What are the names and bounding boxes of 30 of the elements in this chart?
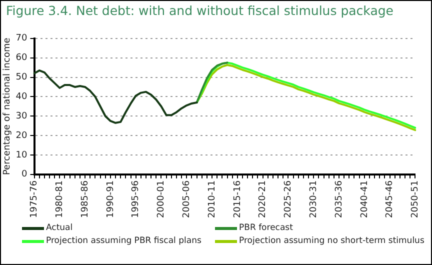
x-tick-label: 2005-06 <box>182 180 192 218</box>
x-tick-label: 2035-36 <box>334 180 344 218</box>
x-tick-label: 2045-46 <box>385 180 396 218</box>
x-tick-label: 2020-21 <box>258 180 268 218</box>
x-tick-label: 1975-76 <box>30 180 40 218</box>
y-axis-title: Percentage of national income <box>2 37 13 176</box>
legend-label: Actual <box>46 223 73 233</box>
x-tick-label: 2025-26 <box>284 180 294 218</box>
x-tick-label: 2000-01 <box>156 180 167 218</box>
y-tick-label: 0 <box>22 170 28 180</box>
x-tick-label: 2040-41 <box>360 180 370 218</box>
legend-label: PBR forecast <box>239 223 293 233</box>
legend-label: Projection assuming no short-term stimulus <box>239 236 424 246</box>
x-tick-label: 2010-11 <box>207 180 218 218</box>
x-tick-label: 2015-16 <box>232 180 243 218</box>
y-tick-label: 50 <box>16 72 28 83</box>
legend-label: Projection assuming PBR fiscal plans <box>46 236 202 246</box>
y-tick-label: 70 <box>16 34 28 44</box>
y-tick-label: 10 <box>16 150 28 160</box>
chart-title: Figure 3.4. Net debt: with and without fiscal stimulus package <box>6 3 394 18</box>
y-tick-label: 40 <box>16 92 28 102</box>
y-tick-label: 30 <box>16 111 28 122</box>
y-tick-label: 60 <box>16 53 28 64</box>
x-tick-label: 1995-96 <box>131 180 142 218</box>
x-tick-label: 1980-81 <box>54 180 65 218</box>
x-tick-label: 1985-86 <box>80 180 90 218</box>
x-tick-label: 2050-51 <box>410 180 421 218</box>
y-tick-label: 20 <box>16 130 28 141</box>
x-tick-label: 1990-91 <box>106 180 116 218</box>
x-tick-label: 2030-31 <box>308 180 319 218</box>
